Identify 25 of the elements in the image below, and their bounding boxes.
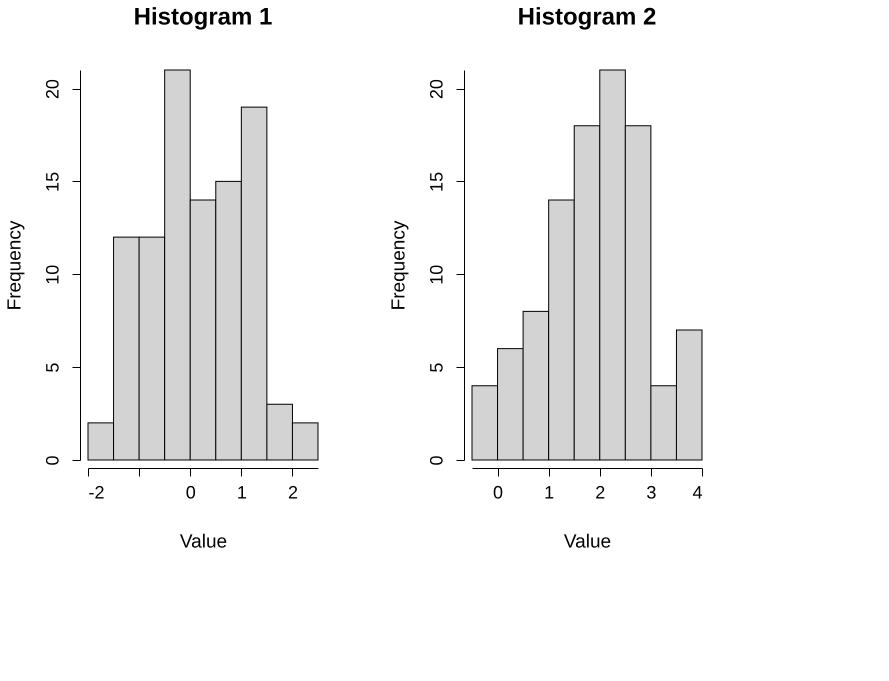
y-tick-label: 15 bbox=[426, 172, 446, 192]
y-tick-label: 20 bbox=[42, 79, 62, 100]
x-tick-label: 2 bbox=[288, 482, 298, 502]
x-tick-label: 1 bbox=[236, 482, 247, 502]
x-axis-title: Value bbox=[180, 532, 228, 552]
x-tick-label: 2 bbox=[595, 482, 606, 502]
x-tick-label: -2 bbox=[88, 482, 105, 502]
y-tick-label: 15 bbox=[42, 172, 62, 192]
y-tick-label: 10 bbox=[426, 264, 446, 285]
y-tick-label: 0 bbox=[426, 455, 446, 466]
y-axis-title: Frequency bbox=[4, 220, 26, 310]
y-tick-label: 0 bbox=[42, 455, 62, 466]
x-tick-label: 0 bbox=[493, 482, 504, 502]
chart-title: Histogram 1 bbox=[134, 4, 272, 30]
x-axis-title: Value bbox=[564, 532, 612, 552]
y-tick-label: 5 bbox=[426, 362, 446, 373]
y-tick-label: 10 bbox=[42, 264, 62, 285]
y-axis-title: Frequency bbox=[388, 220, 410, 310]
x-tick-label: 4 bbox=[692, 482, 702, 502]
x-tick-label: 3 bbox=[646, 482, 656, 502]
x-tick-label: 1 bbox=[544, 482, 554, 502]
y-tick-label: 20 bbox=[426, 79, 446, 100]
chart-title: Histogram 2 bbox=[518, 4, 656, 30]
x-tick-label: 0 bbox=[186, 482, 196, 502]
y-tick-label: 5 bbox=[42, 362, 62, 373]
